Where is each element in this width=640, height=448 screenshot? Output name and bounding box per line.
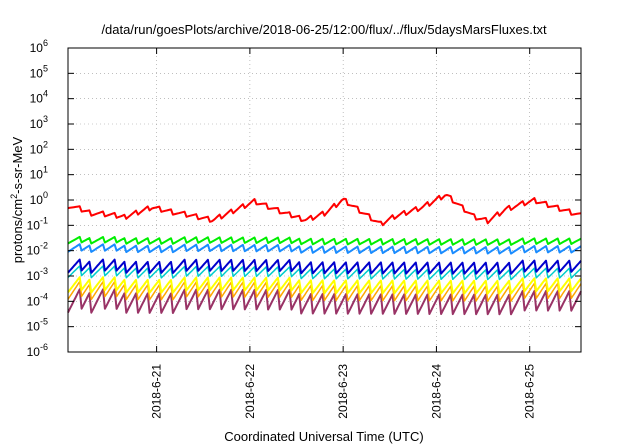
series-layer	[67, 194, 582, 316]
y-axis-label: protons/cm2-s-sr-MeV	[9, 136, 25, 263]
y-tick-label: 104	[30, 89, 48, 106]
y-tick-label: 10-2	[27, 241, 48, 258]
x-tick-label: 2018-6-22	[243, 364, 257, 419]
y-axis: 10-6 10-5 10-4 10-3 10-2 10-1 100 101 102 103 104 1…	[27, 38, 581, 359]
y-tick-label: 10-5	[27, 317, 48, 334]
series-line-5	[67, 265, 582, 281]
y-tick-label: 101	[30, 165, 48, 182]
series-line-6	[67, 276, 582, 295]
x-axis: 2018-6-21 2018-6-22 2018-6-23 2018-6-24 2018…	[150, 48, 537, 419]
x-tick-label: 2018-6-24	[429, 364, 443, 419]
series-line-8	[67, 288, 582, 316]
y-tick-label: 105	[30, 63, 48, 80]
y-tick-label: 10-3	[27, 266, 48, 283]
series-line-4	[67, 258, 582, 275]
y-tick-label: 106	[30, 38, 48, 55]
y-tick-label: 102	[30, 139, 48, 156]
series-line-3	[67, 243, 582, 255]
chart-title: /data/run/goesPlots/archive/2018-06-25/1…	[101, 22, 547, 37]
x-tick-label: 2018-6-23	[336, 364, 350, 419]
x-axis-label: Coordinated Universal Time (UTC)	[224, 429, 423, 444]
y-tick-label: 10-6	[27, 342, 48, 359]
x-tick-label: 2018-6-21	[150, 364, 164, 419]
series-line-1	[67, 194, 582, 227]
y-tick-label: 100	[30, 190, 48, 207]
series-line-2	[67, 235, 582, 246]
y-tick-label: 10-4	[27, 291, 48, 308]
x-tick-label: 2018-6-25	[523, 364, 537, 419]
y-tick-label: 10-1	[27, 215, 48, 232]
y-tick-label: 103	[30, 114, 48, 131]
series-line-7	[67, 280, 582, 302]
